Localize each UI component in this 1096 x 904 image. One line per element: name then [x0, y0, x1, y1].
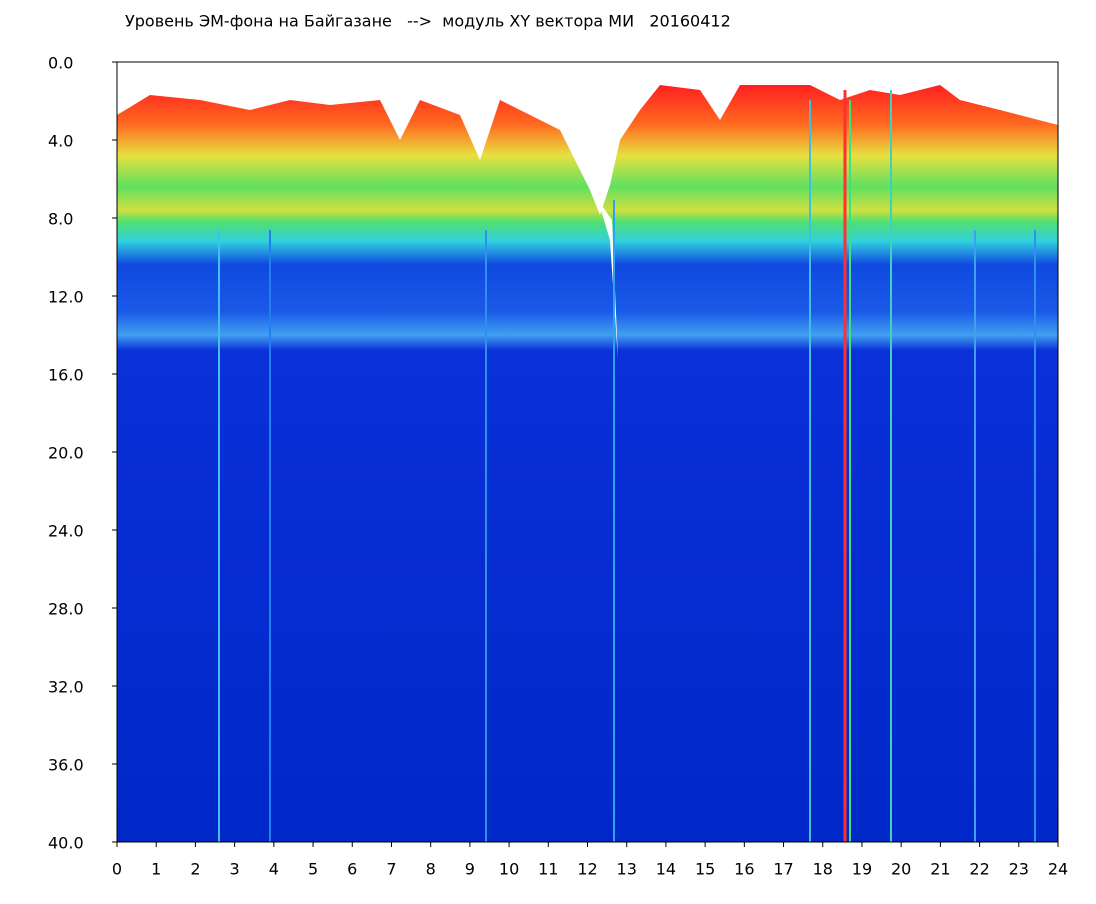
- x-tick-label: 24: [1048, 860, 1068, 879]
- y-tick-label: 0.0: [48, 54, 73, 73]
- y-tick-label: 40.0: [48, 834, 84, 853]
- x-tick-label: 13: [617, 860, 637, 879]
- heatmap-streaks: [218, 90, 1036, 842]
- x-tick-label: 11: [538, 860, 558, 879]
- x-tick-label: 3: [230, 860, 240, 879]
- x-tick-label: 22: [969, 860, 989, 879]
- x-tick-label: 7: [386, 860, 396, 879]
- x-tick-label: 9: [465, 860, 475, 879]
- x-tick-label: 20: [891, 860, 911, 879]
- x-tick-label: 18: [813, 860, 833, 879]
- x-tick-label: 17: [773, 860, 793, 879]
- y-tick-label: 36.0: [48, 756, 84, 775]
- x-tick-label: 0: [112, 860, 122, 879]
- y-tick-label: 12.0: [48, 288, 84, 307]
- x-tick-label: 5: [308, 860, 318, 879]
- x-tick-label: 16: [734, 860, 754, 879]
- x-tick-label: 15: [695, 860, 715, 879]
- x-tick-label: 14: [656, 860, 676, 879]
- x-tick-label: 1: [151, 860, 161, 879]
- y-tick-label: 20.0: [48, 444, 84, 463]
- x-tick-label: 19: [852, 860, 872, 879]
- x-tick-label: 2: [190, 860, 200, 879]
- y-tick-label: 16.0: [48, 366, 84, 385]
- y-tick-label: 32.0: [48, 678, 84, 697]
- x-tick-label: 12: [577, 860, 597, 879]
- x-tick-label: 10: [499, 860, 519, 879]
- heatmap-empty-region: [117, 62, 1058, 215]
- x-tick-label: 4: [269, 860, 279, 879]
- chart-title: Уровень ЭМ-фона на Байгазане --> модуль …: [125, 12, 731, 31]
- heatmap: [117, 62, 1058, 842]
- x-tick-label: 6: [347, 860, 357, 879]
- y-tick-label: 28.0: [48, 600, 84, 619]
- x-tick-label: 23: [1009, 860, 1029, 879]
- y-tick-label: 24.0: [48, 522, 84, 541]
- y-tick-label: 4.0: [48, 132, 73, 151]
- x-tick-label: 21: [930, 860, 950, 879]
- heatmap-field: [117, 62, 1058, 842]
- y-tick-label: 8.0: [48, 210, 73, 229]
- x-tick-label: 8: [426, 860, 436, 879]
